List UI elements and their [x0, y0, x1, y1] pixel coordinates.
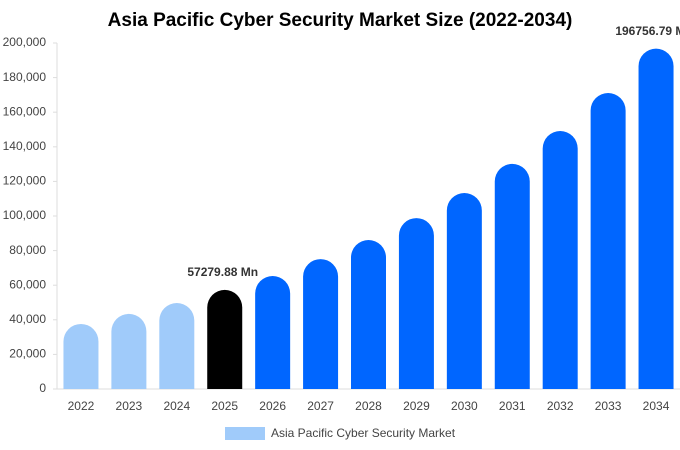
bar	[638, 48, 674, 390]
y-tick-label: 60,000	[9, 277, 46, 291]
x-tick-label: 2029	[403, 399, 430, 413]
y-tick-label: 160,000	[3, 104, 47, 118]
y-tick-label: 140,000	[3, 139, 47, 153]
bar	[398, 218, 434, 389]
y-tick-label: 120,000	[3, 174, 47, 188]
y-tick-label: 20,000	[9, 347, 46, 361]
x-tick-label: 2028	[355, 399, 382, 413]
x-tick-label: 2031	[499, 399, 526, 413]
bar	[446, 192, 482, 389]
x-tick-label: 2034	[643, 399, 670, 413]
y-tick-label: 40,000	[9, 312, 46, 326]
legend-label: Asia Pacific Cyber Security Market	[271, 426, 456, 440]
y-tick-label: 100,000	[3, 208, 47, 222]
bar	[255, 276, 291, 389]
x-tick-label: 2022	[68, 399, 95, 413]
x-tick-label: 2030	[451, 399, 478, 413]
bar	[111, 313, 147, 389]
bar	[207, 289, 243, 389]
value-label: 196756.79 Mn	[615, 24, 680, 38]
x-tick-label: 2032	[547, 399, 574, 413]
y-tick-label: 200,000	[3, 35, 47, 49]
legend-swatch	[225, 427, 265, 440]
x-tick-label: 2027	[307, 399, 334, 413]
bar	[542, 131, 578, 389]
x-tick-label: 2023	[116, 399, 143, 413]
y-tick-label: 0	[39, 381, 46, 395]
x-tick-label: 2026	[259, 399, 286, 413]
x-tick-label: 2033	[595, 399, 622, 413]
bar	[494, 163, 530, 389]
bar	[351, 240, 386, 389]
bar	[590, 92, 626, 389]
bar	[303, 259, 339, 389]
value-label: 57279.88 Mn	[187, 265, 258, 279]
x-tick-label: 2025	[211, 399, 238, 413]
chart-title: Asia Pacific Cyber Security Market Size …	[108, 10, 573, 31]
y-tick-label: 80,000	[9, 243, 46, 257]
y-tick-label: 180,000	[3, 70, 47, 84]
x-tick-label: 2024	[163, 399, 190, 413]
bar	[63, 323, 99, 389]
bar	[159, 303, 195, 389]
